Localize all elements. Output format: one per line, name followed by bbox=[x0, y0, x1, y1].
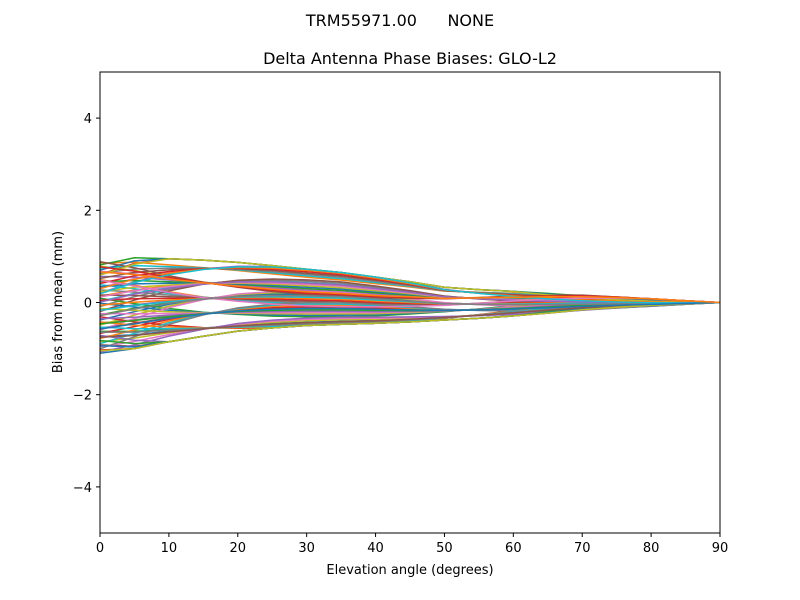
x-tick-label: 40 bbox=[367, 541, 384, 556]
plot-area bbox=[99, 71, 721, 534]
chart-title: Delta Antenna Phase Biases: GLO-L2 bbox=[263, 49, 557, 68]
y-tick-label: 2 bbox=[84, 204, 92, 219]
figure-suptitle: TRM55971.00 NONE bbox=[305, 11, 494, 30]
series-layer bbox=[99, 257, 721, 354]
series-line bbox=[99, 271, 721, 304]
series-line bbox=[99, 294, 721, 317]
x-tick-label: 0 bbox=[96, 541, 104, 556]
x-tick-label: 80 bbox=[643, 541, 660, 556]
x-tick-label: 30 bbox=[298, 541, 315, 556]
series-line bbox=[99, 266, 721, 304]
y-axis-ticks: −4 −2 0 2 4 bbox=[73, 112, 100, 496]
x-tick-label: 90 bbox=[712, 541, 729, 556]
series-line bbox=[99, 301, 721, 352]
y-axis-label: Bias from mean (mm) bbox=[51, 231, 66, 373]
x-axis-ticks: 0 10 20 30 40 50 60 70 80 90 bbox=[96, 533, 728, 556]
x-tick-label: 60 bbox=[505, 541, 522, 556]
series-line bbox=[99, 301, 721, 330]
x-axis-label: Elevation angle (degrees) bbox=[326, 563, 493, 578]
y-tick-label: 0 bbox=[84, 297, 92, 312]
y-tick-label: 4 bbox=[84, 112, 92, 127]
x-tick-label: 10 bbox=[161, 541, 178, 556]
series-line bbox=[99, 257, 721, 304]
x-tick-label: 20 bbox=[230, 541, 247, 556]
x-tick-label: 70 bbox=[574, 541, 591, 556]
x-tick-label: 50 bbox=[436, 541, 453, 556]
y-tick-label: −2 bbox=[73, 389, 92, 404]
y-tick-label: −4 bbox=[73, 481, 92, 496]
